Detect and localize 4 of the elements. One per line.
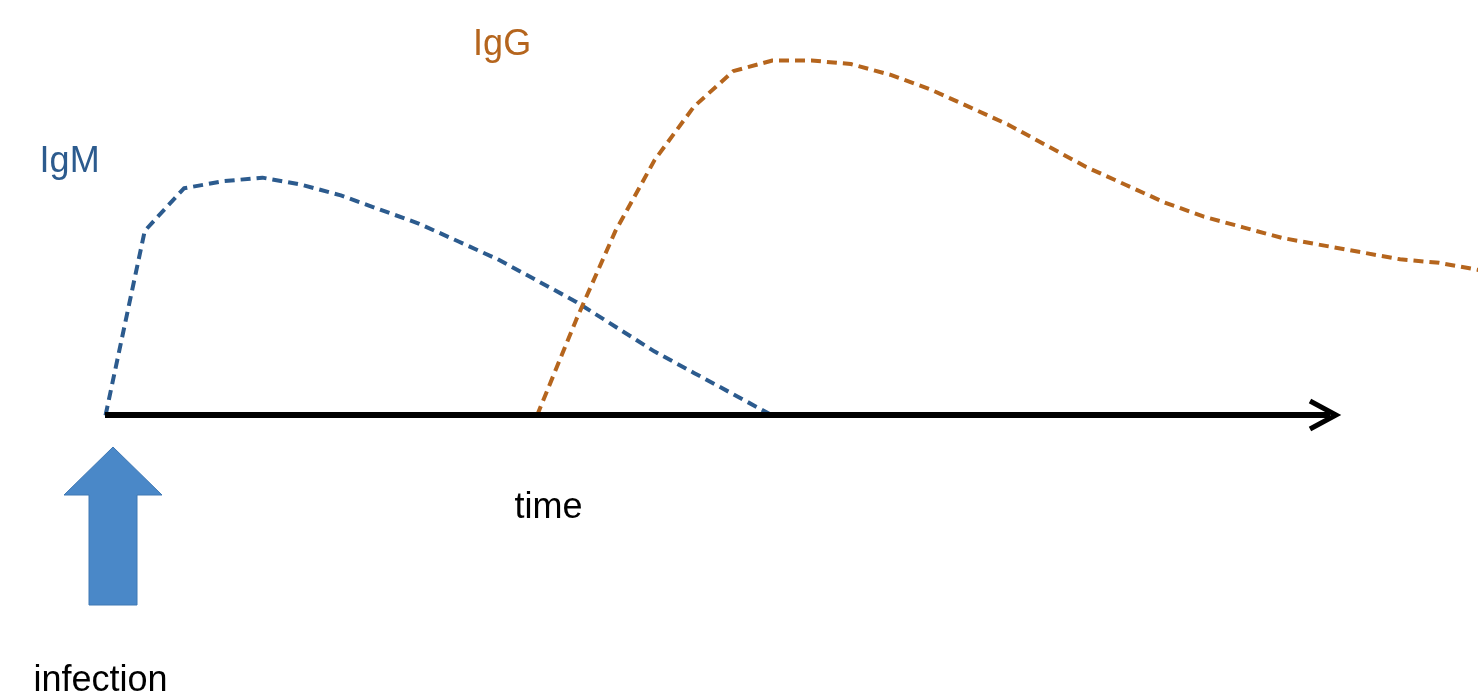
text: IgG xyxy=(473,22,532,64)
x-axis-title: time xyxy=(514,485,583,526)
text: infection xyxy=(33,658,168,699)
series-label: IgM xyxy=(39,139,100,181)
